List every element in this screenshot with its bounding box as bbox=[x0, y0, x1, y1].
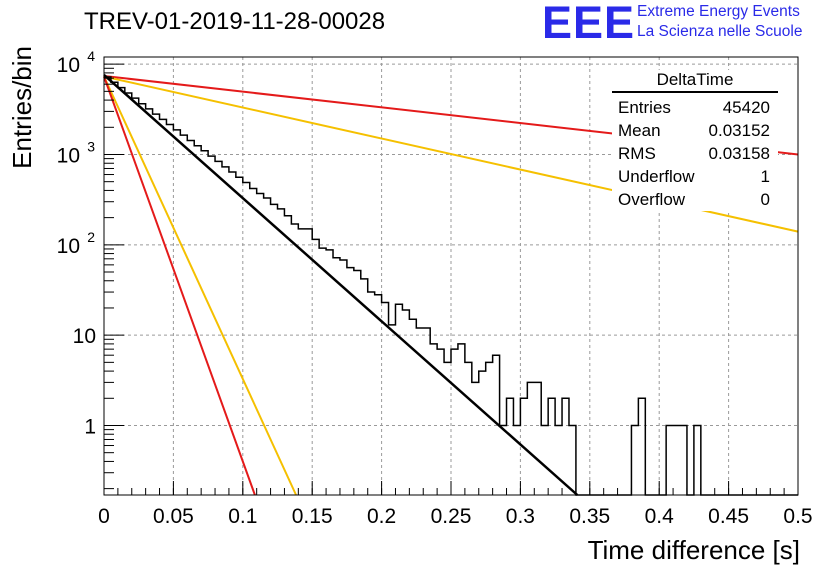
y-tick-label: 10 bbox=[57, 144, 80, 167]
y-tick-label: 10 bbox=[73, 325, 96, 348]
stats-row: Overflow 0 bbox=[612, 188, 778, 211]
stats-box-name: DeltaTime bbox=[612, 70, 778, 93]
stats-row-label: Entries bbox=[618, 98, 671, 117]
y-tick-label: 1 bbox=[84, 415, 96, 438]
fit-line bbox=[103, 73, 579, 496]
stats-row-label: Underflow bbox=[618, 167, 695, 186]
x-tick-label: 0.15 bbox=[292, 505, 333, 528]
y-axis-label: Entries/bin bbox=[7, 46, 37, 169]
histogram-series bbox=[104, 76, 798, 496]
fit-curve bbox=[103, 73, 579, 496]
logo-line-2: La Scienza nelle Scuole bbox=[637, 23, 803, 40]
x-tick-label: 0.3 bbox=[506, 505, 535, 528]
x-tick-label: 0.05 bbox=[153, 505, 194, 528]
stats-row-label: Mean bbox=[618, 121, 661, 140]
y-tick-exponent: 2 bbox=[87, 229, 95, 245]
x-tick-label: 0.2 bbox=[367, 505, 396, 528]
stats-row-label: Overflow bbox=[618, 190, 686, 209]
axis-ticks bbox=[103, 63, 799, 495]
x-tick-label: 0.4 bbox=[645, 505, 675, 528]
stats-row-value: 0 bbox=[760, 190, 770, 209]
histogram-outline bbox=[104, 76, 798, 496]
x-tick-label: 0.25 bbox=[431, 505, 472, 528]
x-tick-label: 0.5 bbox=[783, 505, 812, 528]
y-tick-exponent: 3 bbox=[87, 138, 95, 154]
stats-row: Entries 45420 bbox=[612, 96, 778, 119]
y-tick-label: 10 bbox=[57, 54, 80, 77]
reference-line-orange bbox=[103, 76, 297, 496]
x-tick-labels: 0 0.05 0.1 0.15 0.2 0.25 0.3 0.35 0.4 0.45 0.5 bbox=[98, 505, 812, 528]
stats-row-value: 0.03152 bbox=[708, 121, 770, 140]
x-axis-label: Time difference [s] bbox=[588, 535, 800, 565]
x-tick-label: 0.1 bbox=[228, 505, 257, 528]
reference-line-red bbox=[103, 76, 256, 496]
x-tick-label: 0 bbox=[98, 505, 110, 528]
chart-title: TREV-01-2019-11-28-00028 bbox=[84, 8, 386, 35]
stats-row-value: 45420 bbox=[722, 98, 770, 117]
stats-row-value: 0.03158 bbox=[708, 144, 770, 163]
stats-row: Mean 0.03152 bbox=[612, 119, 778, 142]
y-tick-labels: 1 10 10 2 10 3 10 4 bbox=[57, 48, 96, 438]
logo-line-1: Extreme Energy Events bbox=[637, 3, 800, 20]
stats-row: RMS 0.03158 bbox=[612, 142, 778, 165]
y-tick-label: 10 bbox=[57, 235, 80, 258]
stats-row: Underflow 1 bbox=[612, 165, 778, 188]
stats-row-label: RMS bbox=[618, 144, 656, 163]
x-tick-label: 0.45 bbox=[708, 505, 749, 528]
eee-logo: EEE bbox=[542, 0, 636, 48]
stats-box: DeltaTime Entries 45420 Mean 0.03152 RMS 0.03… bbox=[612, 70, 778, 211]
y-tick-exponent: 4 bbox=[87, 48, 95, 64]
x-tick-label: 0.35 bbox=[569, 505, 610, 528]
stats-row-value: 1 bbox=[760, 167, 770, 186]
